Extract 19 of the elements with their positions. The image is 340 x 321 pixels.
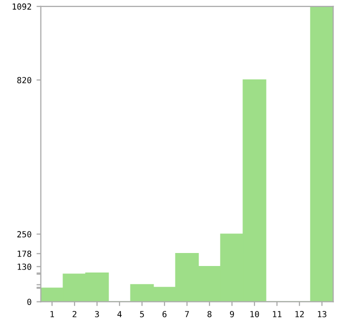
y-tick-label: 0 — [27, 298, 32, 306]
x-tick-label: 7 — [185, 311, 189, 318]
x-tick-label: 11 — [272, 311, 282, 318]
y-tick-label: 130 — [18, 264, 32, 270]
x-tick-label: 3 — [95, 310, 99, 318]
x-tick-label: 2 — [72, 310, 76, 318]
x-tick-label: 8 — [208, 310, 212, 318]
x-tick-label: 12 — [295, 310, 304, 318]
x-tick-label: 10 — [250, 310, 259, 318]
y-tick-label: 1092 — [12, 3, 32, 10]
x-tick-label: 5 — [140, 311, 144, 318]
x-tick-label: 4 — [117, 311, 122, 318]
x-tick-label: 9 — [230, 310, 234, 318]
x-tick-label: 1 — [50, 311, 54, 318]
y-tick-label: 820 — [17, 76, 32, 84]
x-tick-label: 13 — [318, 310, 326, 318]
y-tick-label: 178 — [18, 250, 32, 257]
y-tick-label: 250 — [17, 231, 32, 238]
x-tick-label: 6 — [162, 310, 166, 318]
